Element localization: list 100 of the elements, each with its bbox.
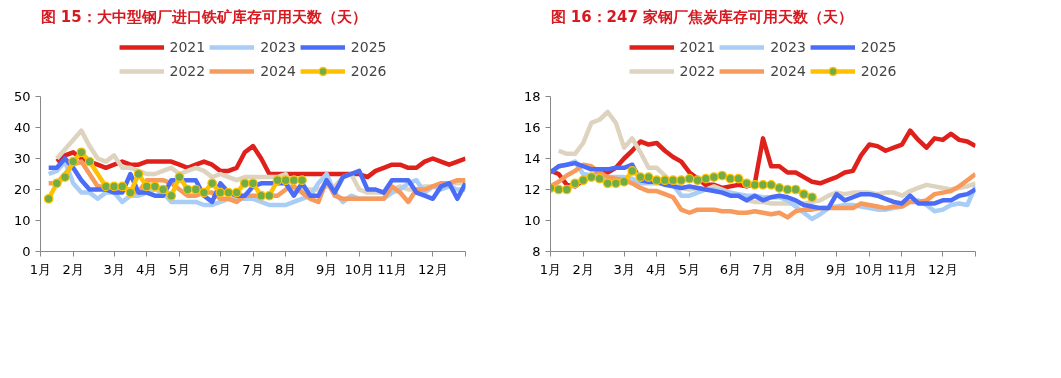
- point: [117, 181, 128, 192]
- point: [635, 172, 646, 182]
- point: [239, 178, 250, 189]
- point: [766, 180, 777, 190]
- x-tick-label: 2月: [62, 261, 84, 277]
- line-series: [550, 160, 976, 211]
- point: [199, 187, 209, 198]
- point: [578, 175, 589, 186]
- legend-label: 2023: [770, 39, 806, 55]
- x-tick-label: 12月: [418, 261, 448, 277]
- chart-title: 图 16：247 家钢厂焦炭库存可用天数（天）: [550, 7, 854, 26]
- point: [264, 190, 275, 201]
- point: [84, 156, 95, 167]
- x-tick-label: 7月: [242, 261, 264, 277]
- point: [231, 187, 242, 198]
- x-tick-label: 6月: [719, 261, 741, 277]
- legend-label: 2024: [260, 63, 296, 79]
- point: [758, 180, 768, 190]
- point: [76, 147, 87, 158]
- point: [562, 184, 572, 195]
- point: [660, 175, 670, 186]
- x-tick-label: 11月: [377, 261, 407, 277]
- point: [101, 181, 111, 192]
- point: [807, 192, 817, 203]
- point: [741, 178, 752, 189]
- legend-label: 2022: [679, 63, 716, 79]
- point: [248, 178, 258, 189]
- x-tick-label: 2月: [572, 261, 594, 277]
- legend-label: 2024: [770, 63, 806, 79]
- y-tick-label: 40: [13, 120, 31, 135]
- x-tick-label: 12月: [928, 261, 958, 277]
- legend-label: 2025: [860, 39, 897, 55]
- x-tick-label: 1月: [539, 261, 562, 277]
- point: [280, 175, 291, 186]
- point: [602, 178, 613, 189]
- point: [297, 175, 307, 186]
- y-tick-label: 0: [22, 244, 31, 259]
- x-tick-label: 8月: [785, 261, 807, 277]
- legend-label: 2026: [350, 63, 387, 79]
- point: [733, 173, 744, 184]
- point: [676, 175, 687, 186]
- y-tick-label: 50: [13, 89, 31, 104]
- point: [668, 175, 678, 186]
- x-tick-label: 11月: [887, 261, 917, 277]
- point: [272, 175, 283, 186]
- point: [215, 187, 226, 198]
- point: [700, 173, 711, 184]
- x-tick-label: 10月: [854, 261, 885, 277]
- point: [717, 170, 727, 181]
- point: [570, 178, 580, 189]
- point: [166, 190, 177, 201]
- legend-label: 2021: [169, 39, 206, 55]
- point: [790, 184, 801, 195]
- y-tick-label: 10: [523, 213, 541, 228]
- y-tick-label: 18: [523, 89, 541, 104]
- point: [725, 173, 736, 184]
- chart-title: 图 15：大中型钢厂进口铁矿库存可用天数（天）: [40, 7, 367, 26]
- point: [594, 173, 605, 184]
- x-tick-label: 5月: [678, 261, 701, 277]
- point: [774, 183, 785, 193]
- point: [692, 175, 703, 186]
- point: [68, 156, 79, 167]
- point: [651, 175, 662, 186]
- point: [141, 181, 152, 192]
- legend-label: 2026: [860, 63, 897, 79]
- legend-label: 2021: [679, 39, 716, 55]
- y-tick-label: 12: [523, 182, 541, 197]
- x-tick-label: 8月: [275, 261, 297, 277]
- point: [207, 178, 217, 189]
- y-tick-label: 30: [13, 151, 31, 166]
- x-tick-label: 1月: [29, 261, 52, 277]
- y-tick-label: 14: [523, 151, 541, 166]
- x-tick-label: 4月: [136, 261, 158, 277]
- point: [799, 189, 809, 199]
- x-tick-label: 6月: [209, 261, 231, 277]
- legend-label: 2022: [169, 63, 206, 79]
- x-tick-label: 3月: [613, 261, 635, 277]
- point: [611, 178, 621, 189]
- x-tick-label: 4月: [646, 261, 668, 277]
- point: [749, 180, 760, 190]
- point: [125, 187, 136, 198]
- point: [256, 190, 267, 201]
- x-tick-label: 9月: [315, 261, 338, 277]
- point: [643, 172, 654, 182]
- point: [289, 175, 299, 186]
- point: [52, 178, 62, 189]
- point: [158, 184, 168, 195]
- y-tick-label: 16: [523, 120, 541, 135]
- point: [133, 169, 144, 179]
- point: [43, 193, 54, 204]
- point: [150, 181, 160, 192]
- y-tick-label: 10: [13, 213, 31, 228]
- x-tick-label: 5月: [168, 261, 191, 277]
- legend-label: 2025: [350, 39, 387, 55]
- point: [684, 173, 695, 184]
- x-tick-label: 7月: [752, 261, 774, 277]
- x-tick-label: 9月: [825, 261, 848, 277]
- point: [709, 172, 719, 182]
- point: [109, 181, 119, 192]
- y-tick-label: 20: [13, 182, 31, 197]
